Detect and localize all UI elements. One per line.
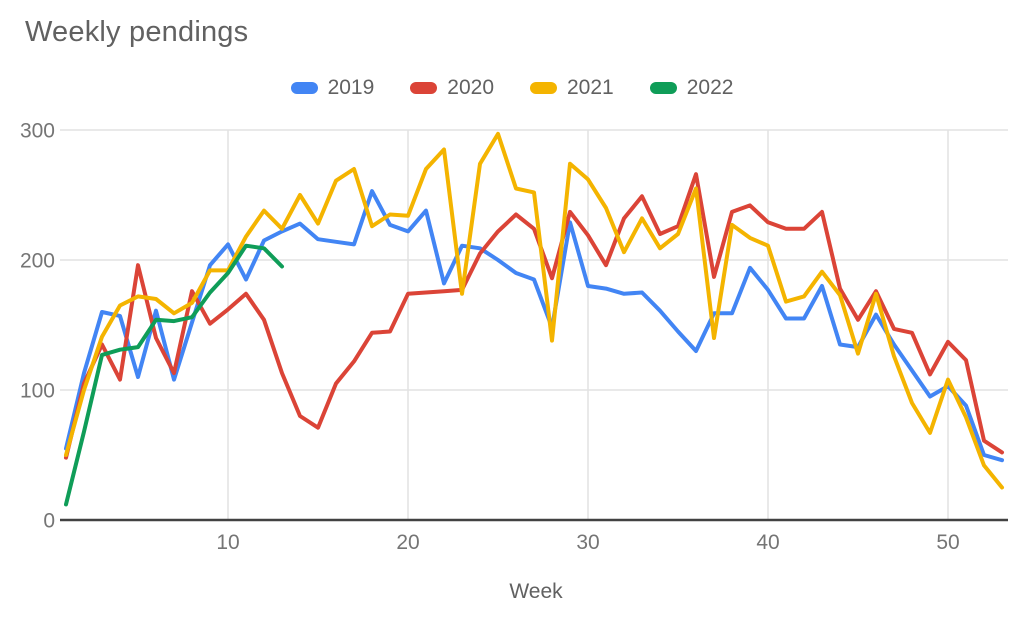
x-axis-tick-label: 30 xyxy=(576,531,599,554)
legend-swatch-2021 xyxy=(530,82,557,94)
legend-label: 2019 xyxy=(327,76,375,99)
legend-swatch-2019 xyxy=(290,82,318,94)
x-axis-tick-label: 50 xyxy=(936,531,959,554)
legend-swatch-2020 xyxy=(410,82,438,94)
x-axis-tick-label: 40 xyxy=(756,531,779,554)
x-axis-tick-label: 20 xyxy=(396,531,419,554)
series-line-2020 xyxy=(64,172,1004,460)
chart-legend: 2019 2020 2021 2022 xyxy=(0,76,1024,100)
series-line-2022 xyxy=(64,243,284,507)
chart-title: Weekly pendings xyxy=(25,16,249,48)
y-axis-tick-label: 200 xyxy=(20,250,55,273)
legend-item-2021[interactable]: 2021 xyxy=(530,76,614,100)
legend-label: 2020 xyxy=(447,76,494,99)
legend-item-2020[interactable]: 2020 xyxy=(410,76,494,100)
x-axis-tick-label: 10 xyxy=(216,531,239,554)
series-line-2019 xyxy=(64,189,1004,463)
y-axis-tick-label: 0 xyxy=(43,510,55,533)
series-line-2021 xyxy=(64,131,1004,490)
y-axis-tick-label: 300 xyxy=(20,120,55,143)
legend-item-2019[interactable]: 2019 xyxy=(290,76,375,100)
legend-label: 2021 xyxy=(567,76,614,99)
y-axis-tick-label: 100 xyxy=(20,380,55,403)
legend-label: 2022 xyxy=(686,76,734,99)
x-axis-title: Week xyxy=(509,580,563,603)
legend-item-2022[interactable]: 2022 xyxy=(649,76,734,100)
legend-swatch-2022 xyxy=(649,82,677,94)
